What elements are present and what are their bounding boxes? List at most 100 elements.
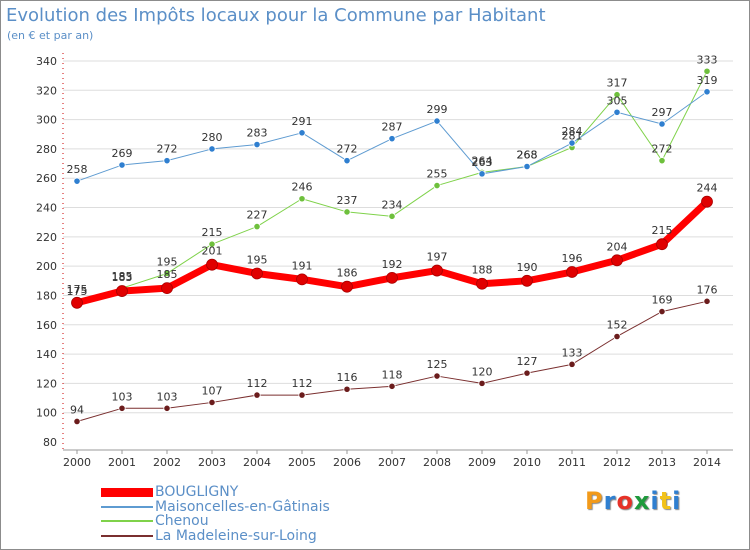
data-point — [476, 277, 488, 290]
x-tick-label: 2008 — [423, 456, 451, 469]
data-point — [433, 181, 441, 190]
data-point — [71, 296, 83, 309]
y-tick-label: 340 — [36, 55, 57, 68]
x-tick-label: 2004 — [243, 456, 271, 469]
data-label: 127 — [517, 355, 538, 368]
data-label: 215 — [202, 226, 223, 239]
data-label: 287 — [382, 121, 403, 134]
data-point — [163, 157, 171, 165]
data-label: 188 — [472, 264, 493, 277]
data-point — [116, 285, 128, 297]
x-tick-label: 2001 — [108, 456, 136, 469]
data-label: 269 — [112, 147, 133, 160]
y-tick-label: 240 — [36, 202, 57, 215]
data-point — [73, 177, 81, 185]
y-tick-label: 300 — [36, 114, 57, 127]
data-label: 103 — [157, 390, 178, 403]
y-tick-label: 160 — [36, 319, 57, 332]
y-tick-label: 200 — [36, 260, 57, 273]
data-point — [478, 170, 486, 178]
data-label: 284 — [562, 125, 583, 138]
data-label: 255 — [427, 168, 448, 181]
data-label: 125 — [427, 358, 448, 371]
data-point — [611, 254, 623, 267]
data-label: 116 — [337, 371, 358, 384]
data-label: 268 — [517, 149, 538, 162]
data-point — [613, 91, 621, 99]
data-point — [253, 140, 261, 149]
data-label: 176 — [697, 283, 718, 296]
data-point — [658, 120, 666, 128]
data-point — [118, 404, 126, 412]
legend-swatch — [101, 505, 153, 508]
data-point — [703, 88, 711, 96]
data-point — [343, 385, 351, 393]
data-label: 299 — [427, 103, 448, 116]
data-label: 234 — [382, 198, 403, 211]
data-label: 112 — [292, 377, 313, 390]
data-label: 185 — [157, 268, 178, 281]
data-label: 291 — [292, 115, 313, 128]
data-point — [163, 269, 171, 278]
data-label: 103 — [112, 390, 133, 403]
grid — [63, 60, 733, 414]
x-tick-label: 2006 — [333, 456, 361, 469]
data-point — [253, 391, 261, 399]
data-label: 237 — [337, 194, 358, 207]
series-bougligny — [71, 195, 713, 309]
data-point — [298, 391, 306, 399]
data-label: 186 — [337, 267, 358, 280]
data-point — [523, 369, 531, 377]
data-label: 272 — [652, 143, 673, 156]
data-point — [343, 208, 351, 216]
data-point — [163, 404, 171, 412]
data-label: 204 — [607, 240, 628, 253]
data-label: 283 — [247, 127, 268, 140]
y-tick-label: 120 — [36, 377, 57, 390]
data-label: 258 — [67, 163, 88, 176]
x-tick-label: 2009 — [468, 456, 496, 469]
x-tick-label: 2002 — [153, 456, 181, 469]
data-point — [656, 238, 668, 251]
data-label: 185 — [112, 270, 133, 283]
legend-label: BOUGLIGNY — [155, 484, 239, 500]
data-point — [386, 271, 398, 284]
data-point — [521, 274, 533, 287]
data-point — [658, 157, 666, 165]
data-point — [431, 264, 443, 277]
x-tick-label: 2003 — [198, 456, 226, 469]
y-tick-label: 280 — [36, 143, 57, 156]
data-label: 118 — [382, 368, 403, 381]
chart-title: Evolution des Impôts locaux pour la Comm… — [6, 5, 546, 26]
data-point — [613, 332, 621, 341]
data-point — [118, 161, 126, 169]
data-point — [701, 195, 713, 208]
y-tick-label: 180 — [36, 289, 57, 302]
data-label: 244 — [697, 182, 718, 195]
y-tick-label: 220 — [36, 231, 57, 244]
x-tick-label: 2007 — [378, 456, 406, 469]
legend-swatch — [101, 487, 153, 497]
axes: 80 100 120 140 160 180 200 220 240 260 280 300 320 34… — [36, 53, 733, 469]
data-point — [388, 135, 396, 143]
data-point — [251, 267, 263, 280]
y-tick-label: 320 — [36, 84, 57, 97]
data-point — [566, 266, 578, 278]
data-label: 196 — [562, 252, 583, 265]
data-point — [253, 222, 261, 231]
y-tick-label: 140 — [36, 348, 57, 361]
data-label: 215 — [652, 224, 673, 237]
data-point — [208, 145, 216, 153]
data-label: 195 — [157, 255, 178, 268]
x-tick-label: 2014 — [693, 456, 721, 469]
data-label: 280 — [202, 131, 223, 144]
data-point — [73, 417, 81, 426]
data-label: 305 — [607, 94, 628, 107]
data-label: 319 — [697, 74, 718, 87]
x-tick-label: 2011 — [558, 456, 586, 469]
x-tick-label: 2012 — [603, 456, 631, 469]
data-point — [658, 307, 666, 316]
data-point — [296, 273, 308, 286]
series-maisoncelles-en-g-tinais — [73, 88, 711, 185]
legend-label: Maisoncelles-en-Gâtinais — [155, 498, 330, 515]
